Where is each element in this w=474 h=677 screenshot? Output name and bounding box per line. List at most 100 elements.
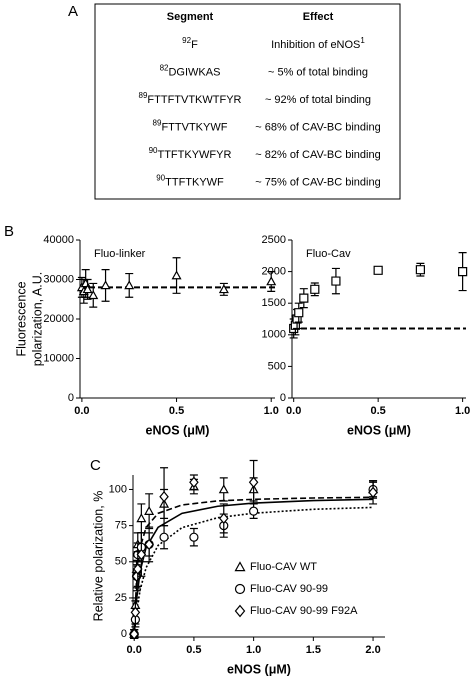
marker-diamond <box>248 476 259 488</box>
marker-square <box>299 293 309 303</box>
segment-text: F <box>191 39 198 51</box>
marker-triangle <box>80 278 91 288</box>
x-axis-label: eNOS (μM) <box>146 423 210 437</box>
x-tick-label: 0.0 <box>74 405 89 417</box>
marker-diamond <box>218 512 229 525</box>
marker-triangle <box>144 505 155 515</box>
y-tick-label: 0 <box>68 392 74 404</box>
marker-diamond <box>159 490 169 503</box>
table-header: Effect <box>303 11 334 23</box>
x-tick-label: 1.0 <box>455 405 470 417</box>
effect-sup: 1 <box>360 36 365 45</box>
marker-triangle <box>82 284 93 294</box>
effect-text: ~ 75% of CAV-BC binding <box>255 176 380 188</box>
y-tick-label: 500 <box>268 360 286 372</box>
marker-square <box>458 267 468 277</box>
marker-diamond <box>130 606 141 619</box>
legend-label: Fluo-CAV 90-99 F92A <box>250 605 358 617</box>
marker-diamond <box>234 604 246 618</box>
effect-text: ~ 5% of total binding <box>268 66 368 78</box>
segment-text: DGIWKAS <box>168 66 220 78</box>
segment: 90TTFTKYWFYR <box>149 146 232 161</box>
marker-triangle <box>136 513 147 523</box>
segment-text: FTTFTVTKWTFYR <box>147 94 241 106</box>
marker-diamond <box>368 486 378 499</box>
marker-triangle <box>234 561 246 572</box>
x-tick-label: 0.5 <box>169 405 184 417</box>
marker-diamond <box>131 570 142 582</box>
effect: ~ 75% of CAV-BC binding <box>255 176 380 188</box>
segment: 82DGIWKAS <box>160 64 221 79</box>
effect: ~ 68% of CAV-BC binding <box>255 121 380 133</box>
y-tick-label: 100 <box>109 483 127 495</box>
segment-sup: 92 <box>182 36 191 45</box>
effect: Inhibition of eNOS1 <box>271 36 365 51</box>
marker-diamond <box>189 476 199 488</box>
marker-triangle <box>218 284 229 294</box>
marker-square <box>373 265 383 275</box>
panel-label: B <box>4 223 14 240</box>
marker-diamond <box>129 628 139 640</box>
y-axis-label: Fluorescence <box>14 281 28 356</box>
chart-title: Fluo-Cav <box>306 248 351 260</box>
marker-triangle <box>124 280 135 290</box>
y-tick-label: 2500 <box>262 234 286 246</box>
marker-triangle <box>218 484 229 494</box>
y-axis-label: polarization, A.U. <box>30 272 44 367</box>
fit-curve <box>133 496 374 635</box>
segment-text: TTFTKYWF <box>165 176 224 188</box>
marker-square <box>310 284 320 294</box>
y-tick-label: 1000 <box>262 329 286 341</box>
legend-label: Fluo-CAV 90-99 <box>250 583 328 595</box>
segment: 90TTFTKYWF <box>156 174 224 189</box>
x-tick-label: 0.5 <box>371 405 386 417</box>
y-tick-label: 75 <box>115 520 127 532</box>
chart-title: Fluo-linker <box>94 248 146 260</box>
marker-circle <box>234 583 246 595</box>
marker-triangle <box>266 276 277 286</box>
y-tick-label: 0 <box>280 392 286 404</box>
marker-circle <box>189 532 199 542</box>
panel-label: C <box>90 457 101 474</box>
effect-text: Inhibition of eNOS <box>271 39 360 51</box>
x-tick-label: 1.5 <box>306 644 321 656</box>
x-axis-label: eNOS (μM) <box>347 423 411 437</box>
y-tick-label: 50 <box>115 556 127 568</box>
y-tick-label: 0 <box>121 628 127 640</box>
effect-text: ~ 82% of CAV-BC binding <box>255 149 380 161</box>
x-tick-label: 0.0 <box>127 644 142 656</box>
table-header: Segment <box>167 11 214 23</box>
marker-square <box>331 276 341 286</box>
table-frame <box>94 3 401 200</box>
marker-circle <box>249 506 259 516</box>
marker-diamond <box>144 538 154 551</box>
effect-text: ~ 92% of total binding <box>265 94 371 106</box>
x-axis-label: eNOS (μM) <box>227 662 291 676</box>
y-tick-label: 25 <box>115 592 127 604</box>
effect: ~ 5% of total binding <box>268 66 368 78</box>
segment-text: FTTVTKYWF <box>161 121 227 133</box>
effect: ~ 82% of CAV-BC binding <box>255 149 380 161</box>
marker-circle <box>159 532 169 542</box>
segment-text: TTFTKYWFYR <box>157 149 231 161</box>
y-tick-label: 10000 <box>43 352 74 364</box>
marker-square <box>294 308 304 318</box>
y-tick-label: 20000 <box>43 313 74 325</box>
segment-sup: 90 <box>149 146 158 155</box>
x-tick-label: 1.0 <box>264 405 279 417</box>
segment: 92F <box>182 36 198 51</box>
segment: 89FTTFTVTKWTFYR <box>139 91 242 106</box>
y-tick-label: 1500 <box>262 297 286 309</box>
marker-triangle <box>171 270 182 280</box>
effect: ~ 92% of total binding <box>265 94 371 106</box>
y-tick-label: 40000 <box>43 234 74 246</box>
x-tick-label: 2.0 <box>365 644 380 656</box>
segment-sup: 89 <box>153 119 162 128</box>
x-tick-label: 0.0 <box>286 405 301 417</box>
x-tick-label: 0.5 <box>186 644 201 656</box>
segment-sup: 89 <box>139 91 148 100</box>
panel-label: A <box>68 3 78 20</box>
segment-sup: 90 <box>156 174 165 183</box>
